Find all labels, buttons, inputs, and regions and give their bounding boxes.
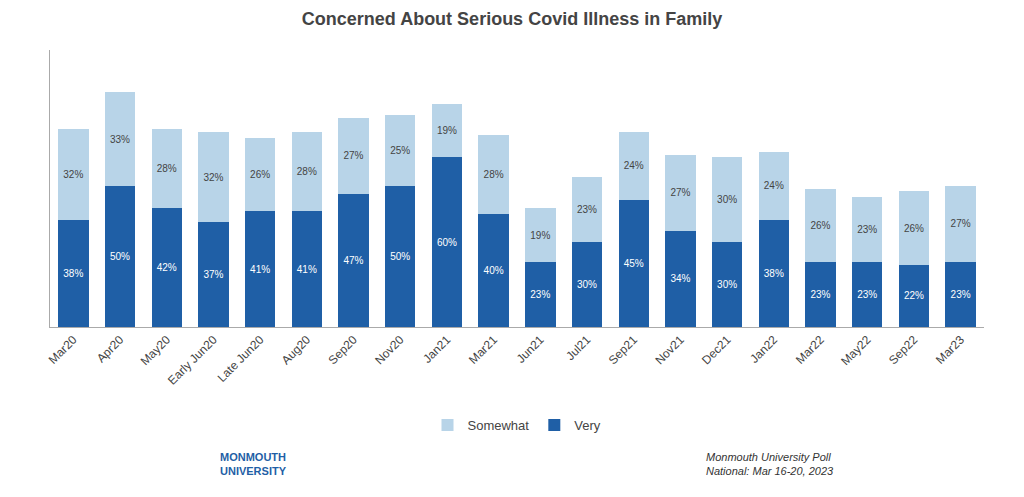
svg-text:23%: 23% <box>530 289 550 300</box>
svg-text:27%: 27% <box>670 187 690 198</box>
svg-text:Jan21: Jan21 <box>420 333 453 366</box>
svg-text:30%: 30% <box>717 279 737 290</box>
svg-text:23%: 23% <box>810 289 830 300</box>
svg-text:Aug20: Aug20 <box>279 333 314 368</box>
svg-text:28%: 28% <box>297 166 317 177</box>
svg-text:24%: 24% <box>764 180 784 191</box>
svg-text:Jul21: Jul21 <box>563 333 593 363</box>
svg-text:Mar21: Mar21 <box>466 333 500 367</box>
svg-text:Mar22: Mar22 <box>793 333 827 367</box>
svg-text:41%: 41% <box>250 264 270 275</box>
svg-text:38%: 38% <box>764 268 784 279</box>
svg-text:Nov20: Nov20 <box>372 333 407 368</box>
svg-text:Early Jun20: Early Jun20 <box>165 333 220 388</box>
svg-text:28%: 28% <box>484 169 504 180</box>
svg-text:Nov21: Nov21 <box>652 333 687 368</box>
svg-text:Dec21: Dec21 <box>699 333 734 368</box>
svg-text:24%: 24% <box>624 160 644 171</box>
svg-text:Jun21: Jun21 <box>514 333 547 366</box>
svg-text:34%: 34% <box>670 273 690 284</box>
svg-text:27%: 27% <box>951 218 971 229</box>
svg-text:60%: 60% <box>437 237 457 248</box>
svg-text:23%: 23% <box>951 289 971 300</box>
svg-text:27%: 27% <box>343 150 363 161</box>
svg-text:50%: 50% <box>390 251 410 262</box>
svg-text:50%: 50% <box>110 251 130 262</box>
svg-text:Apr20: Apr20 <box>94 333 127 366</box>
svg-text:Somewhat: Somewhat <box>468 418 530 433</box>
svg-text:37%: 37% <box>203 269 223 280</box>
svg-text:45%: 45% <box>624 258 644 269</box>
svg-text:Monmouth University PollNation: Monmouth University PollNational: Mar 16… <box>706 451 834 477</box>
svg-text:38%: 38% <box>63 268 83 279</box>
svg-text:Sep20: Sep20 <box>325 333 360 368</box>
svg-text:May20: May20 <box>138 333 174 369</box>
svg-text:32%: 32% <box>63 169 83 180</box>
svg-text:33%: 33% <box>110 134 130 145</box>
svg-text:23%: 23% <box>857 224 877 235</box>
svg-text:22%: 22% <box>904 290 924 301</box>
svg-text:26%: 26% <box>250 169 270 180</box>
svg-text:30%: 30% <box>577 279 597 290</box>
svg-text:25%: 25% <box>390 145 410 156</box>
svg-text:32%: 32% <box>203 172 223 183</box>
svg-text:26%: 26% <box>904 223 924 234</box>
svg-text:Very: Very <box>574 418 601 433</box>
svg-text:41%: 41% <box>297 264 317 275</box>
svg-text:May22: May22 <box>838 333 874 369</box>
svg-text:Sep22: Sep22 <box>886 333 921 368</box>
svg-text:26%: 26% <box>810 220 830 231</box>
svg-text:Mar20: Mar20 <box>46 333 80 367</box>
svg-text:23%: 23% <box>857 289 877 300</box>
svg-text:Jan22: Jan22 <box>747 333 780 366</box>
svg-text:47%: 47% <box>343 255 363 266</box>
svg-text:30%: 30% <box>717 194 737 205</box>
svg-text:28%: 28% <box>157 163 177 174</box>
svg-text:Concerned About Serious Covid: Concerned About Serious Covid Illness in… <box>302 9 722 29</box>
svg-text:Sep21: Sep21 <box>606 333 641 368</box>
svg-text:19%: 19% <box>530 230 550 241</box>
svg-text:MONMOUTHUNIVERSITY: MONMOUTHUNIVERSITY <box>220 451 287 477</box>
svg-text:40%: 40% <box>484 265 504 276</box>
svg-text:42%: 42% <box>157 262 177 273</box>
svg-text:19%: 19% <box>437 125 457 136</box>
svg-text:Late Jun20: Late Jun20 <box>215 333 267 385</box>
svg-text:23%: 23% <box>577 204 597 215</box>
svg-text:Mar23: Mar23 <box>933 333 967 367</box>
